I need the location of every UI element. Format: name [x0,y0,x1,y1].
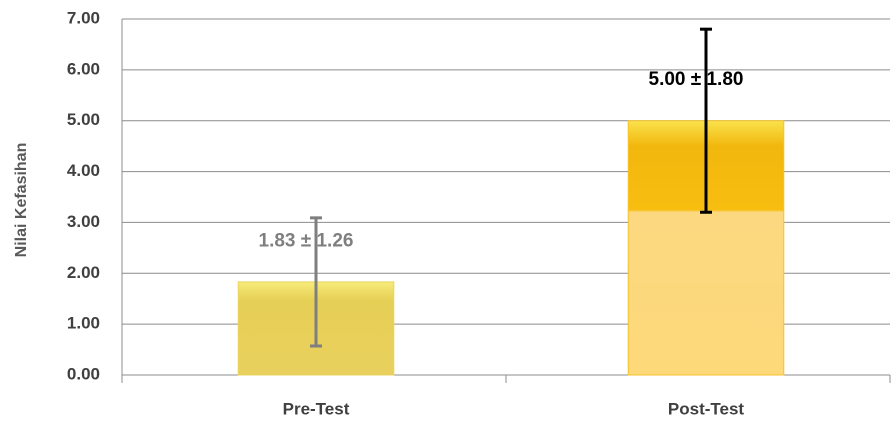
y-axis-label: Nilai Kefasihan [13,143,30,258]
x-tick-label: Post-Test [668,399,745,418]
y-tick-label: 6.00 [67,59,100,78]
y-tick-label: 7.00 [67,8,100,27]
y-tick-label: 0.00 [67,364,100,383]
data-label: 5.00 ± 1.80 [649,69,744,90]
x-tick-label: Pre-Test [283,399,350,418]
data-label: 1.83 ± 1.26 [259,230,354,251]
y-tick-label: 3.00 [67,212,100,231]
y-tick-label: 1.00 [67,314,100,333]
y-tick-label: 5.00 [67,110,100,129]
y-tick-label: 2.00 [67,263,100,282]
y-tick-label: 4.00 [67,161,100,180]
